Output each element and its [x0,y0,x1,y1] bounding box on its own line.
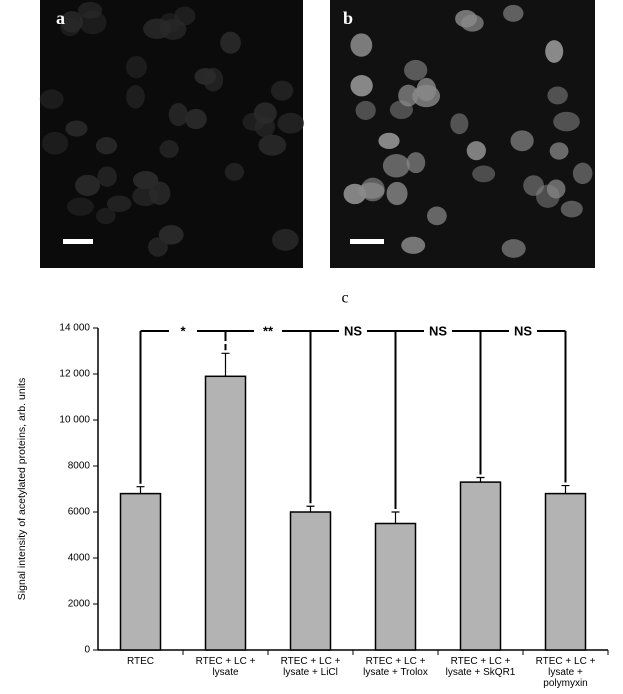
nucleus [450,113,469,135]
panel-label: c [341,290,348,307]
y-tick-label: 10 000 [59,415,90,426]
bar [204,375,247,651]
nucleus [97,166,117,187]
x-tick-label: RTEC + LC + lysate + LiCl [280,656,341,678]
x-tick-label: RTEC + LC + lysate [195,656,256,678]
y-tick-label: 4000 [68,553,91,564]
error-bar [391,511,400,524]
nucleus [132,186,159,207]
nucleus [549,142,569,160]
nucleus [406,152,426,174]
nucleus [125,55,147,79]
significance-label: ** [263,323,274,338]
nucleus [158,224,184,245]
panel-label: a [56,8,65,28]
nucleus [106,195,132,213]
significance-label: NS [429,323,447,338]
bar [119,492,162,651]
nucleus [461,14,484,32]
nucleus [277,112,305,134]
nucleus [412,84,441,108]
nucleus [572,162,593,185]
nucleus [547,86,568,105]
nucleus [253,102,277,124]
x-tick-label: RTEC + LC + lysate + SkQR1 [445,656,516,678]
x-tick-label: RTEC [126,656,155,667]
significance-label: * [180,323,186,338]
nucleus [553,111,580,132]
nucleus [143,18,171,39]
nucleus [272,228,299,251]
nucleus [404,59,428,81]
error-bar [306,505,315,512]
y-tick-label: 14 000 [59,323,90,334]
nucleus [560,200,583,218]
nucleus [350,33,373,57]
nucleus [41,131,69,155]
bar [374,522,417,651]
x-tick-label: RTEC + LC + lysate + Trolox [363,656,428,678]
nucleus [194,68,217,85]
nucleus [75,174,101,196]
error-bar [136,486,145,494]
nucleus [382,153,410,178]
nucleus [168,102,188,127]
nucleus [224,163,245,181]
nucleus [39,89,64,109]
y-tick-label: 12 000 [59,369,90,380]
nucleus [126,85,145,109]
bar [289,511,332,651]
scale-bar [350,239,384,244]
bar [459,481,502,651]
nucleus [60,17,81,37]
significance-label: NS [344,323,362,338]
nucleus [401,236,426,254]
y-tick-label: 0 [84,645,90,656]
nucleus [148,237,168,257]
nucleus [132,171,159,190]
nucleus [360,177,385,202]
scale-bar [63,239,93,244]
nucleus [472,165,496,183]
nucleus [545,40,564,63]
nucleus [77,1,103,19]
y-axis-title: Signal intensity of acetylated proteins,… [16,378,28,600]
nucleus [426,206,447,226]
nucleus [159,140,179,159]
y-tick-label: 6000 [68,507,91,518]
nucleus [501,239,526,258]
error-bar [476,476,485,483]
nucleus [386,181,408,206]
y-tick-label: 2000 [68,599,91,610]
significance-label: NS [514,323,532,338]
nucleus [66,197,94,216]
nucleus [350,75,373,97]
panel-label: b [343,8,353,28]
nucleus [96,207,116,225]
nuclei-a [39,1,305,257]
nucleus [535,184,560,208]
nucleus [185,108,207,130]
nucleus [220,31,241,54]
nucleus [510,130,534,152]
error-bar [221,352,230,377]
nucleus [65,120,88,137]
bar [544,492,587,651]
nucleus [258,134,287,156]
nucleus [378,132,400,149]
nucleus [503,4,524,22]
nucleus [398,84,419,107]
y-tick-label: 8000 [68,461,91,472]
x-tick-label: RTEC + LC + lysate + polymyxin [535,656,596,689]
error-bar [561,484,570,494]
nucleus [95,137,118,155]
nucleus [466,141,486,161]
nuclei-b [343,4,593,258]
nucleus [355,100,376,120]
nucleus [270,80,294,101]
